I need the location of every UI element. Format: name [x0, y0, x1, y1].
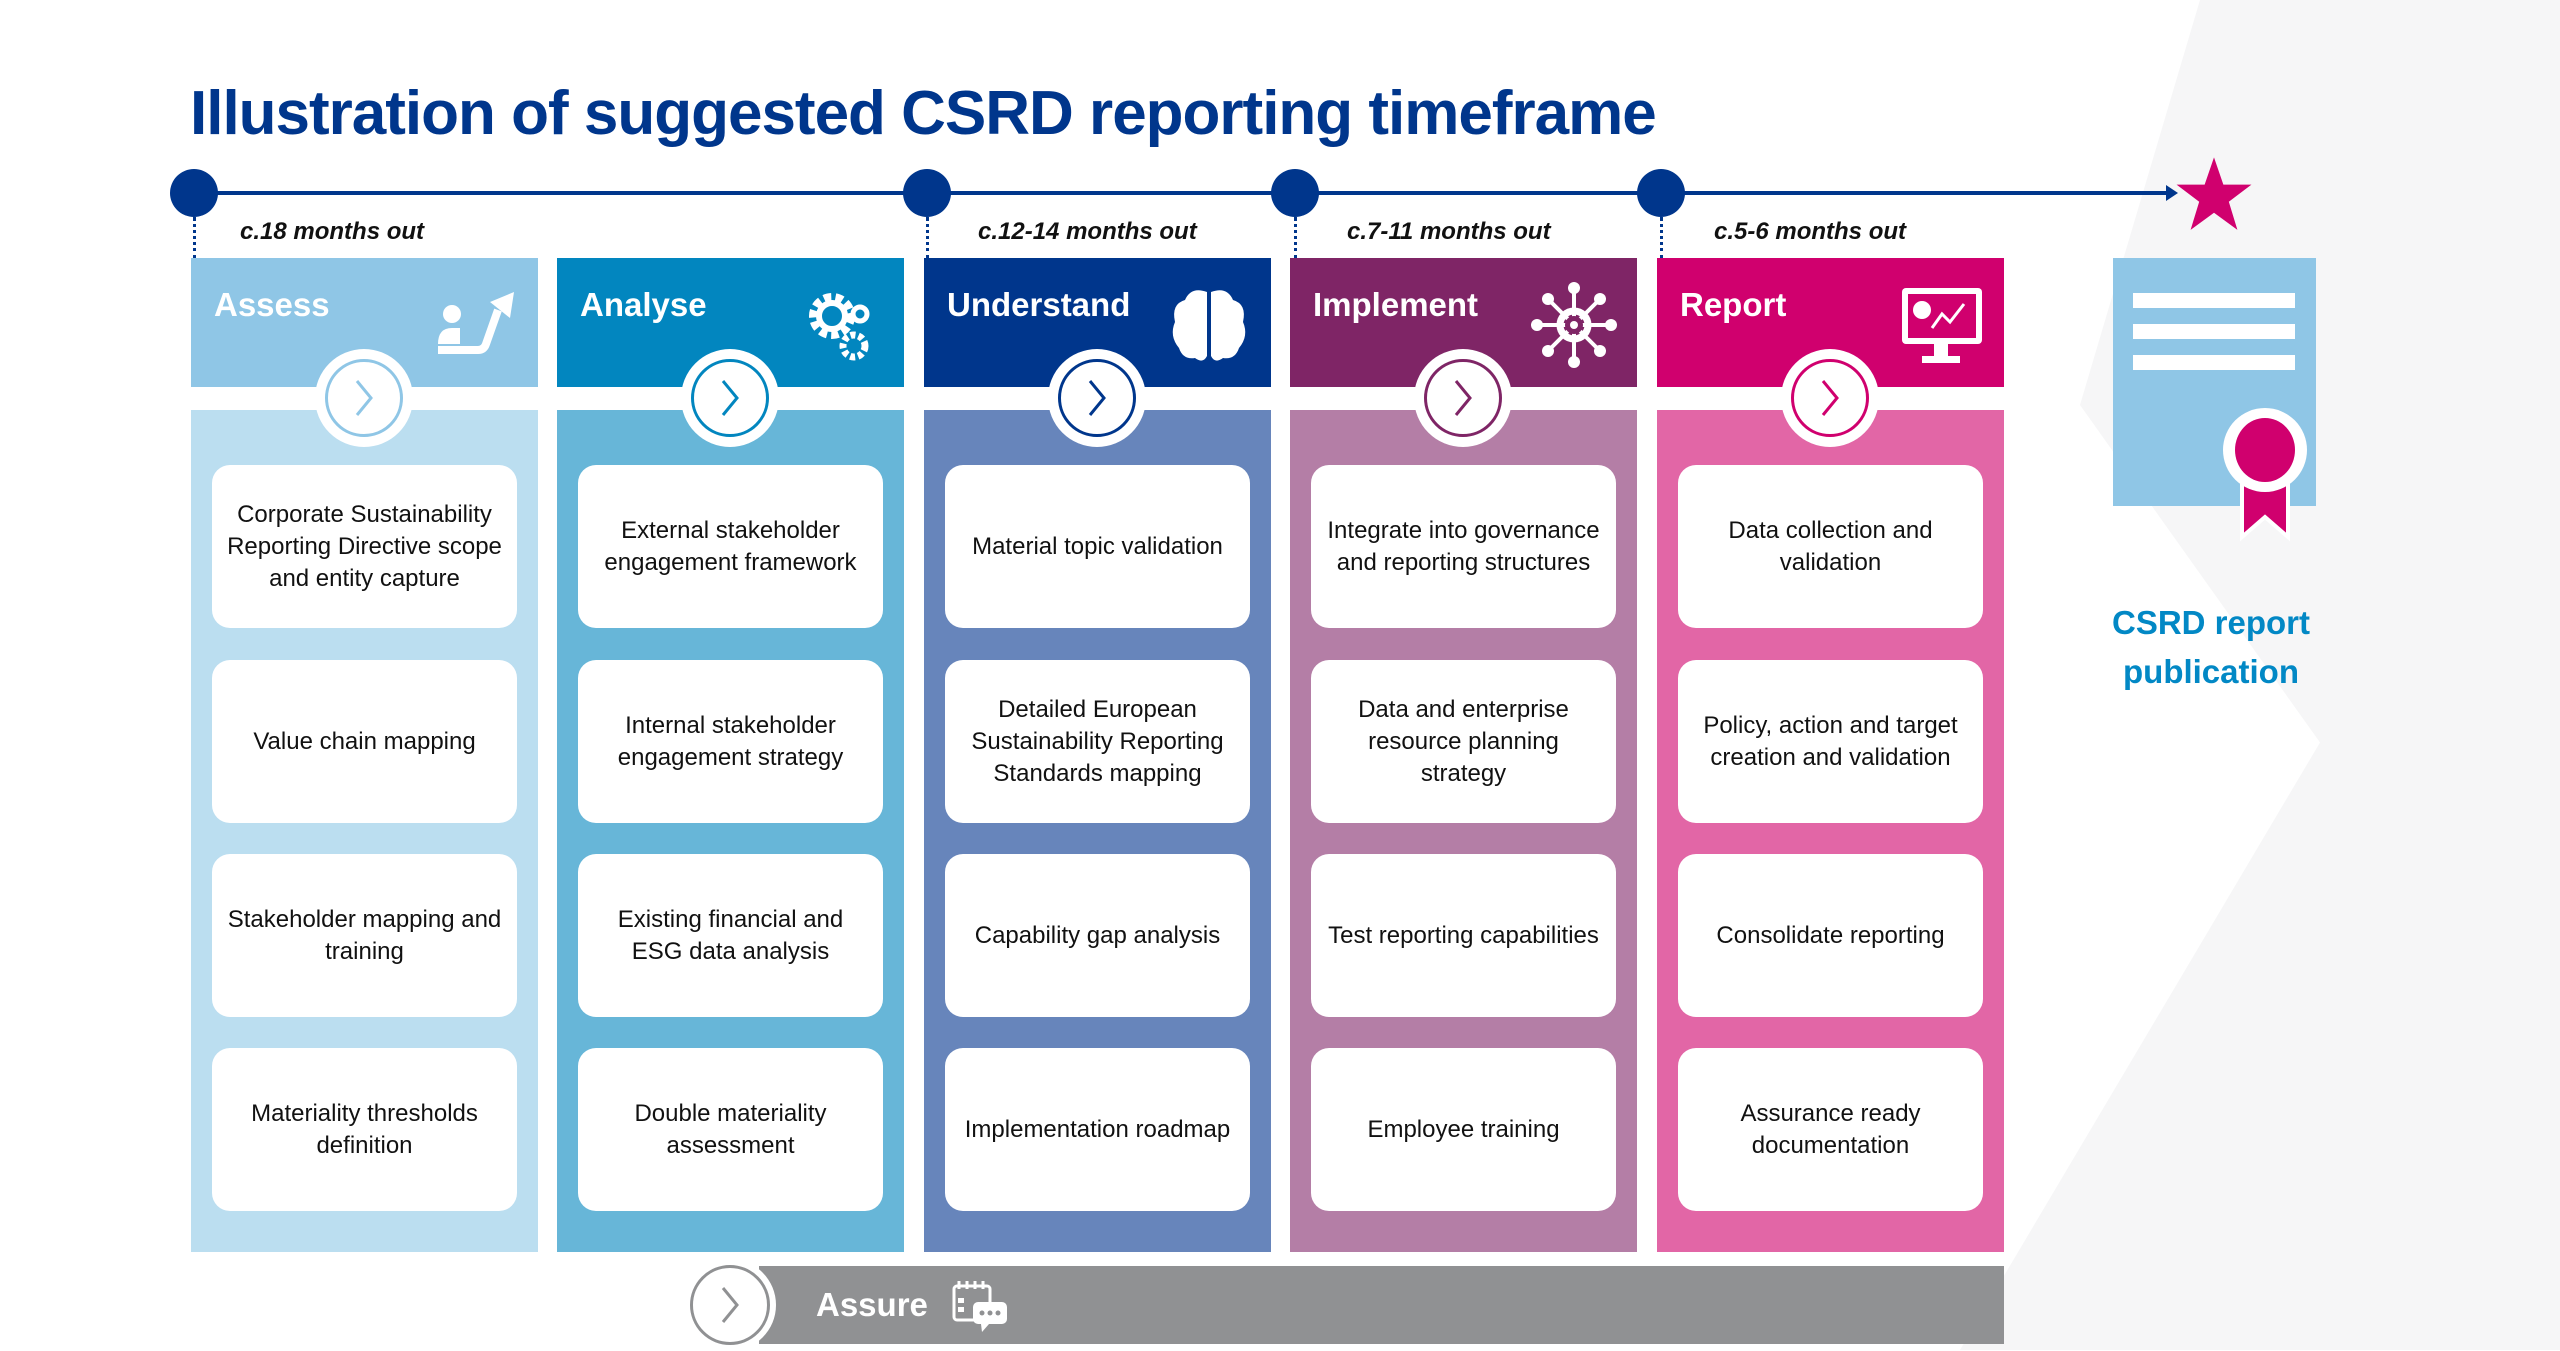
- milestone-label: c.5-6 months out: [1714, 218, 1907, 245]
- milestone-connector: [1660, 217, 1663, 259]
- page-title: Illustration of suggested CSRD reporting…: [190, 79, 1657, 148]
- task-card: Consolidate reporting: [1678, 854, 1983, 1017]
- phase-column-analyse: Analyse External stakeholder engagement …: [557, 258, 904, 1252]
- timeline-line: [194, 191, 2170, 195]
- milestone-connector: [926, 217, 929, 259]
- phase-title: Implement: [1313, 286, 1479, 323]
- milestone-dot: [1271, 169, 1319, 217]
- chevron-right-icon: [721, 380, 739, 416]
- milestone-dot: [170, 169, 218, 217]
- task-card: Policy, action and target creation and v…: [1678, 660, 1983, 823]
- chevron-right-icon: [721, 1287, 739, 1323]
- phase-header: Report: [1657, 258, 2004, 387]
- task-card: Implementation roadmap: [945, 1048, 1250, 1211]
- phase-title: Assess: [214, 286, 330, 323]
- task-card: Capability gap analysis: [945, 854, 1250, 1017]
- phase-chevron-button[interactable]: [681, 349, 779, 447]
- person-growth-icon: [438, 292, 514, 354]
- phase-title: Report: [1680, 286, 1787, 323]
- task-card: Assurance ready documentation: [1678, 1048, 1983, 1211]
- timeline-arrowhead: [2166, 185, 2178, 201]
- chevron-right-icon: [1088, 380, 1106, 416]
- phase-chevron-button[interactable]: [1414, 349, 1512, 447]
- task-card: Materiality thresholds definition: [212, 1048, 517, 1211]
- task-card: Employee training: [1311, 1048, 1616, 1211]
- phase-body: Corporate Sustainability Reporting Direc…: [191, 410, 538, 1252]
- gears-icon: [809, 293, 870, 361]
- phase-column-assess: Assess Corporate Sustainability Reportin…: [191, 258, 538, 1252]
- brain-icon: [1172, 290, 1246, 361]
- phase-column-implement: Implement Integrate into governance and …: [1290, 258, 1637, 1252]
- task-card: Data collection and validation: [1678, 465, 1983, 628]
- milestone-label: c.7-11 months out: [1347, 218, 1551, 245]
- phase-body: Integrate into governance and reporting …: [1290, 410, 1637, 1252]
- assure-label: Assure: [816, 1286, 928, 1323]
- task-card: Integrate into governance and reporting …: [1311, 465, 1616, 628]
- task-card: Double materiality assessment: [578, 1048, 883, 1211]
- phase-column-report: Report Data collection and validation Pol…: [1657, 258, 2004, 1252]
- task-card: Corporate Sustainability Reporting Direc…: [212, 465, 517, 628]
- milestone-label: c.18 months out: [240, 218, 425, 245]
- monitor-chart-icon: [1902, 288, 1982, 363]
- phase-body: Material topic validation Detailed Europe…: [924, 410, 1271, 1252]
- calendar-chat-icon: [952, 1281, 1007, 1332]
- network-gear-icon: [1531, 282, 1617, 368]
- task-card: Stakeholder mapping and training: [212, 854, 517, 1017]
- task-card: Detailed European Sustainability Reporti…: [945, 660, 1250, 823]
- assure-bar: Assure: [759, 1266, 2004, 1344]
- task-card: Value chain mapping: [212, 660, 517, 823]
- milestone-label: c.12-14 months out: [978, 218, 1197, 245]
- phase-title: Understand: [947, 286, 1131, 323]
- task-card: Data and enterprise resource planning st…: [1311, 660, 1616, 823]
- milestone-connector: [193, 217, 196, 259]
- phase-title: Analyse: [580, 286, 707, 323]
- phase-chevron-button[interactable]: [1781, 349, 1879, 447]
- phase-chevron-button[interactable]: [1048, 349, 1146, 447]
- publication-label: CSRD report publication: [2111, 604, 2311, 690]
- milestone-dot: [1637, 169, 1685, 217]
- task-card: External stakeholder engagement framewor…: [578, 465, 883, 628]
- task-card: Material topic validation: [945, 465, 1250, 628]
- milestone-dot: [903, 169, 951, 217]
- phase-column-understand: Understand Material topic validation Deta…: [924, 258, 1271, 1252]
- milestone-connector: [1294, 217, 1297, 259]
- phase-body: Data collection and validation Policy, ac…: [1657, 410, 2004, 1252]
- chevron-right-icon: [1821, 380, 1839, 416]
- chevron-right-icon: [1454, 380, 1472, 416]
- award-ribbon-icon: [2223, 408, 2307, 542]
- task-card: Test reporting capabilities: [1311, 854, 1616, 1017]
- assure-chevron-button[interactable]: [684, 1259, 776, 1351]
- phase-body: External stakeholder engagement framewor…: [557, 410, 904, 1252]
- task-card: Existing financial and ESG data analysis: [578, 854, 883, 1017]
- phase-chevron-button[interactable]: [315, 349, 413, 447]
- task-card: Internal stakeholder engagement strategy: [578, 660, 883, 823]
- chevron-right-icon: [355, 380, 373, 416]
- star-icon: [2176, 157, 2252, 230]
